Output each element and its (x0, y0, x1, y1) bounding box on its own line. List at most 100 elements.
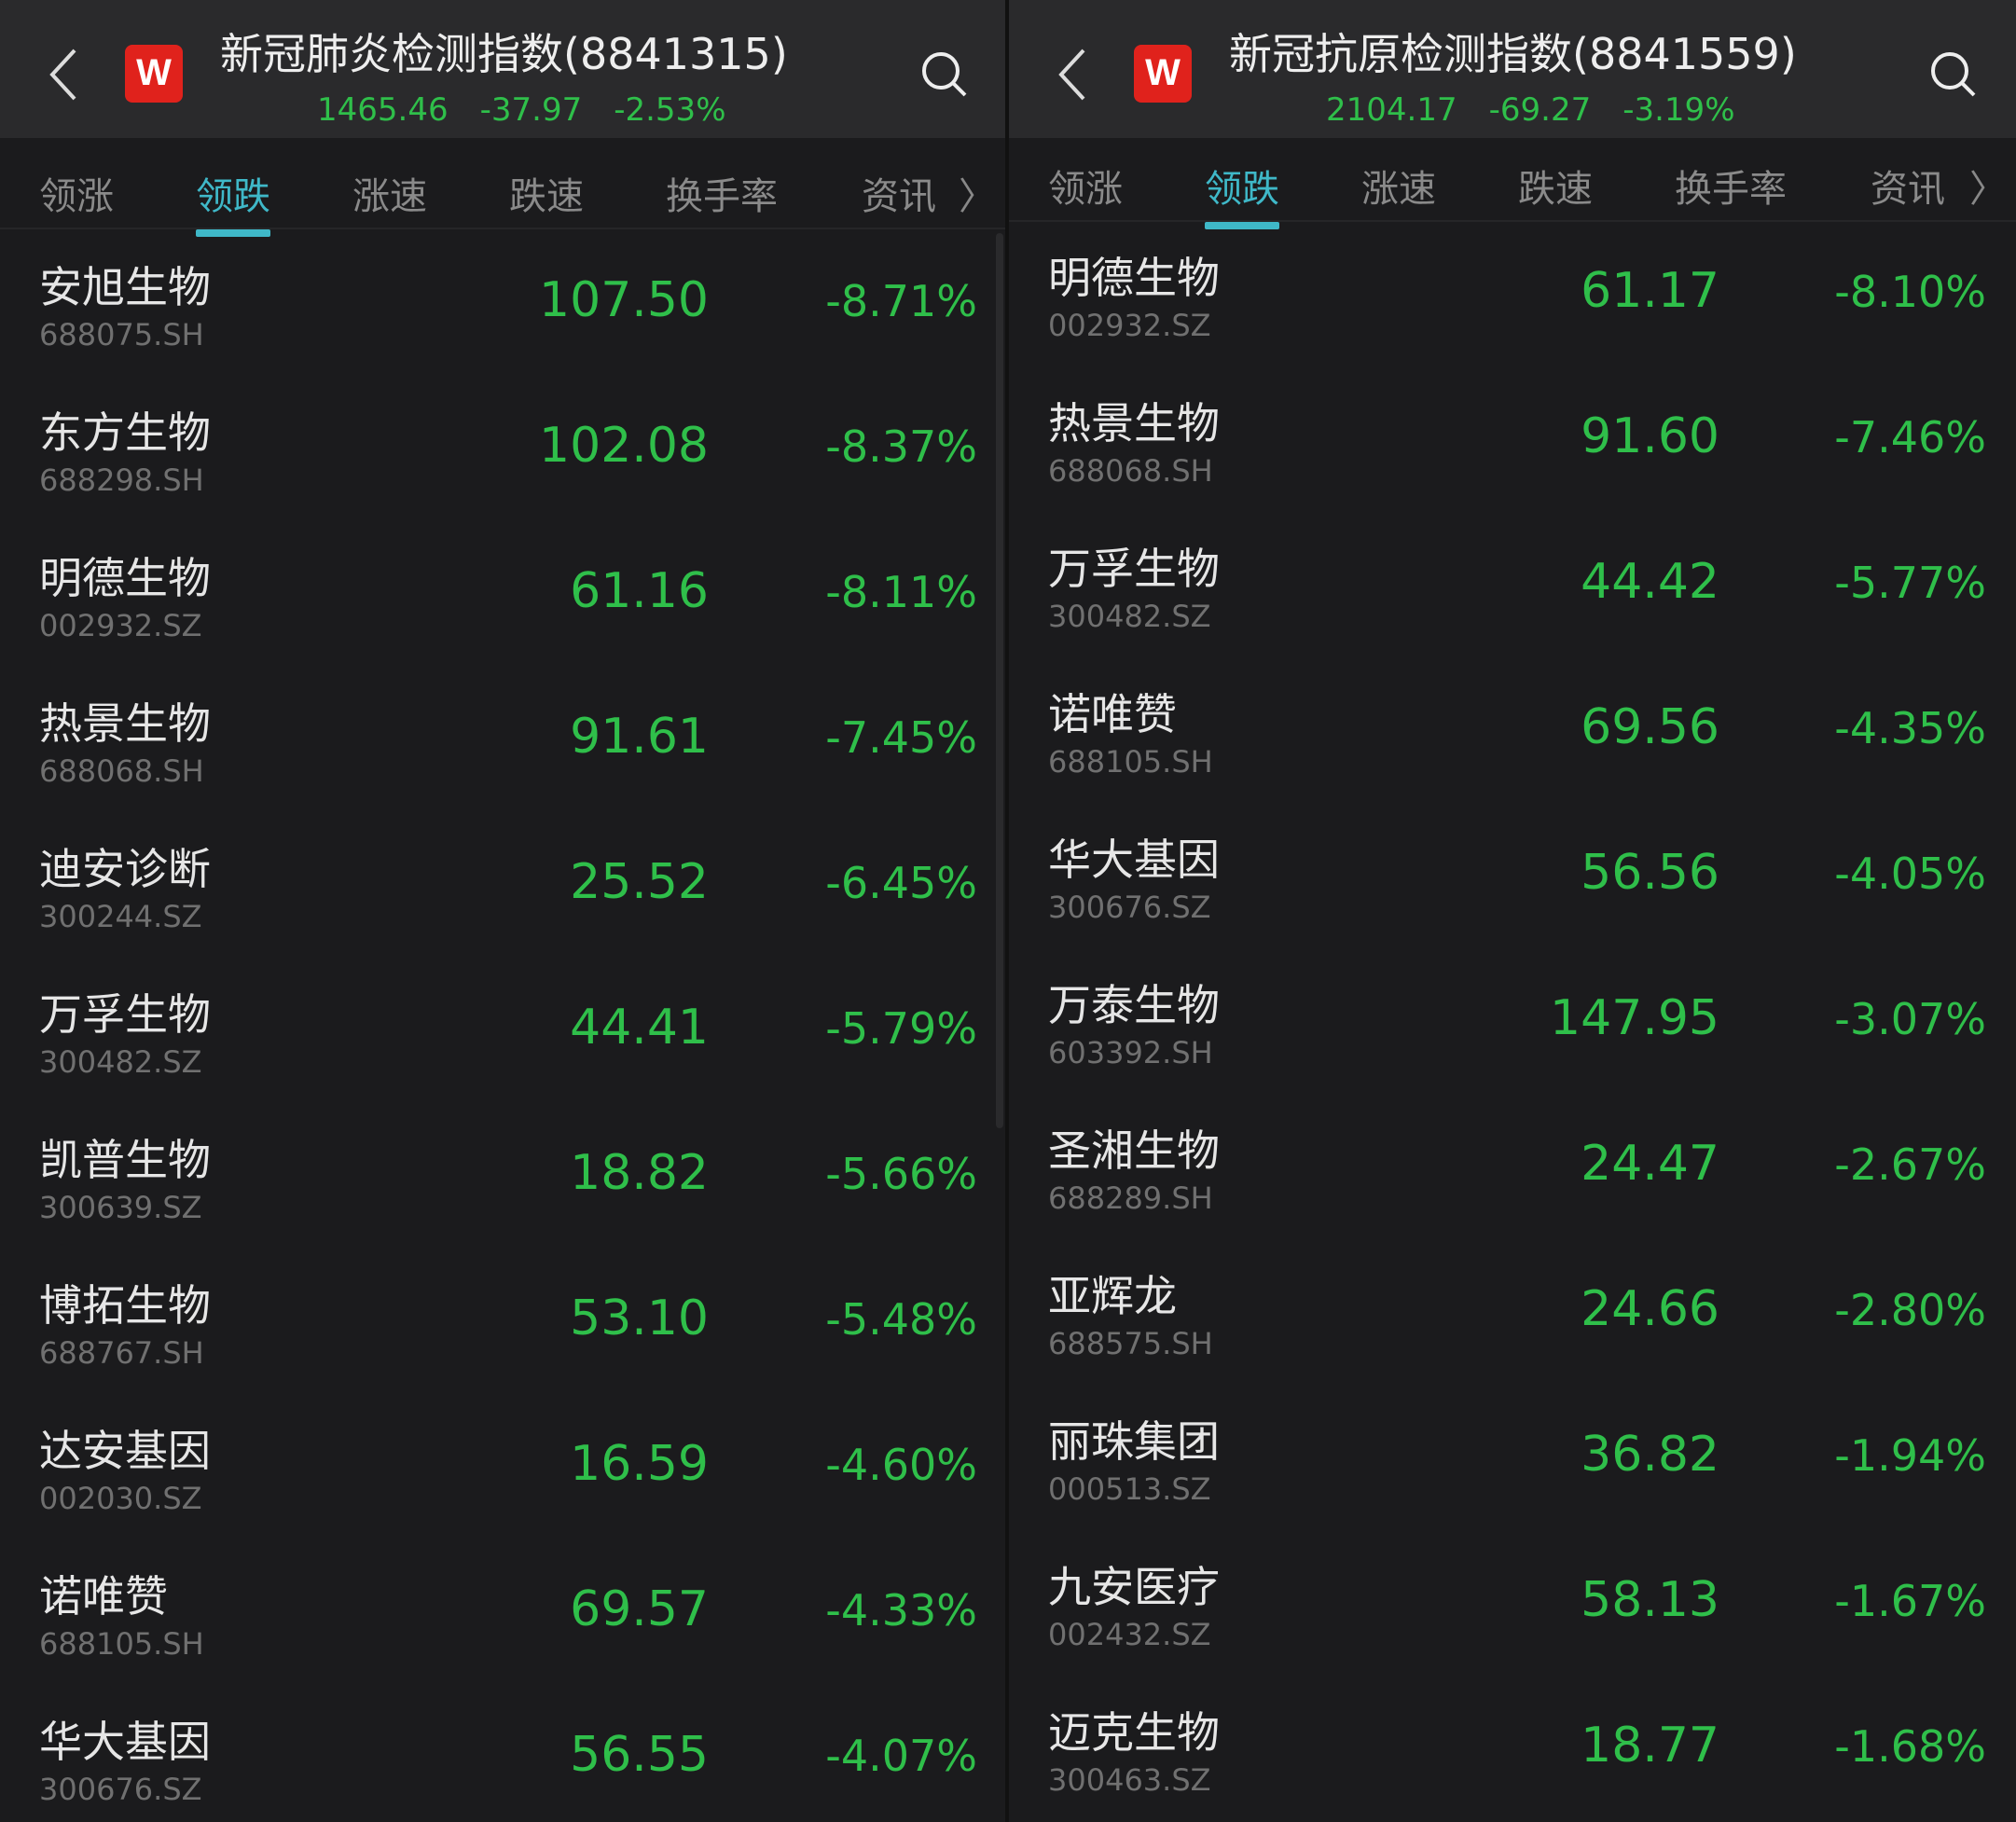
stock-code: 300482.SZ (1048, 599, 1211, 634)
tab-2[interactable]: 涨速 (352, 175, 427, 218)
table-row[interactable]: 热景生物 688068.SH 91.61 -7.45% (0, 668, 1005, 813)
stock-change-pct: -8.10% (1834, 267, 1986, 317)
index-quote: 2104.17 -69.27 -3.19% (1326, 91, 1767, 129)
logo-letter: W (1145, 52, 1181, 93)
stock-price: 91.61 (570, 709, 709, 765)
tab-4[interactable]: 换手率 (666, 175, 778, 218)
stock-code: 300676.SZ (1048, 890, 1211, 925)
stock-name: 华大基因 (39, 1717, 211, 1767)
stock-price: 24.66 (1581, 1281, 1719, 1337)
tab-bar: 领涨 领跌 涨速 跌速 换手率 资讯〉 (1009, 131, 2016, 229)
stock-change-pct: -8.11% (825, 567, 977, 617)
index-title: 新冠肺炎检测指数(8841315) (220, 29, 788, 79)
tab-3[interactable]: 跌速 (509, 175, 584, 218)
table-row[interactable]: 迪安诊断 300244.SZ 25.52 -6.45% (0, 813, 1005, 959)
stock-name: 诺唯赞 (1048, 689, 1177, 739)
stock-change-pct: -2.80% (1834, 1285, 1986, 1335)
stock-price: 102.08 (539, 418, 709, 474)
stock-name: 亚辉龙 (1048, 1271, 1177, 1321)
stock-price: 18.82 (570, 1145, 709, 1201)
stock-code: 002030.SZ (39, 1481, 202, 1516)
stock-code: 300482.SZ (39, 1044, 202, 1080)
table-row[interactable]: 九安医疗 002432.SZ 58.13 -1.67% (1009, 1531, 2016, 1677)
stock-code: 688075.SH (39, 317, 204, 352)
stock-change-pct: -6.45% (825, 858, 977, 908)
search-icon[interactable] (1927, 48, 1980, 101)
header: W 新冠肺炎检测指数(8841315) 1465.46 -37.97 -2.53% (0, 0, 1005, 138)
stock-price: 61.16 (570, 563, 709, 619)
stock-price: 44.42 (1581, 554, 1719, 610)
index-quote: 1465.46 -37.97 -2.53% (317, 91, 758, 129)
tab-5[interactable]: 资讯 (1871, 168, 1945, 211)
table-row[interactable]: 凯普生物 300639.SZ 18.82 -5.66% (0, 1104, 1005, 1249)
table-row[interactable]: 东方生物 688298.SH 102.08 -8.37% (0, 377, 1005, 522)
stock-name: 九安医疗 (1048, 1562, 1220, 1612)
index-change-pct: -2.53% (614, 91, 726, 129)
table-row[interactable]: 明德生物 002932.SZ 61.16 -8.11% (0, 522, 1005, 668)
table-row[interactable]: 热景生物 688068.SH 91.60 -7.46% (1009, 367, 2016, 513)
index-change: -37.97 (479, 91, 583, 129)
table-row[interactable]: 华大基因 300676.SZ 56.55 -4.07% (0, 1686, 1005, 1822)
table-row[interactable]: 万孚生物 300482.SZ 44.42 -5.77% (1009, 513, 2016, 658)
stock-name: 热景生物 (39, 698, 211, 749)
stock-name: 达安基因 (39, 1426, 211, 1476)
chevron-right-icon[interactable]: 〉 (959, 175, 996, 218)
search-icon[interactable] (918, 48, 971, 101)
stock-code: 688105.SH (39, 1626, 204, 1662)
stock-code: 688767.SH (39, 1335, 204, 1371)
table-row[interactable]: 达安基因 002030.SZ 16.59 -4.60% (0, 1395, 1005, 1540)
table-row[interactable]: 安旭生物 688075.SH 107.50 -8.71% (0, 231, 1005, 377)
logo-icon: W (1134, 45, 1192, 103)
table-row[interactable]: 诺唯赞 688105.SH 69.57 -4.33% (0, 1540, 1005, 1686)
stock-code: 688068.SH (1048, 453, 1213, 489)
tab-0[interactable]: 领涨 (1048, 168, 1123, 211)
stock-name: 明德生物 (39, 553, 211, 603)
scrollbar[interactable] (996, 233, 1003, 1128)
stock-price: 61.17 (1581, 263, 1719, 319)
stock-name: 丽珠集团 (1048, 1416, 1220, 1467)
tab-2[interactable]: 涨速 (1361, 168, 1436, 211)
stock-code: 300639.SZ (39, 1190, 202, 1225)
table-row[interactable]: 亚辉龙 688575.SH 24.66 -2.80% (1009, 1240, 2016, 1386)
stock-change-pct: -1.67% (1834, 1576, 1986, 1626)
stock-code: 002932.SZ (39, 608, 202, 643)
stock-change-pct: -4.33% (825, 1585, 977, 1636)
table-row[interactable]: 博拓生物 688767.SH 53.10 -5.48% (0, 1249, 1005, 1395)
stock-list: 明德生物 002932.SZ 61.17 -8.10% 热景生物 688068.… (1009, 222, 2016, 1822)
stock-name: 万孚生物 (1048, 544, 1220, 594)
stock-price: 25.52 (570, 854, 709, 910)
table-row[interactable]: 万孚生物 300482.SZ 44.41 -5.79% (0, 959, 1005, 1104)
stock-price: 147.95 (1550, 990, 1719, 1046)
back-icon[interactable] (1054, 47, 1091, 103)
table-row[interactable]: 圣湘生物 688289.SH 24.47 -2.67% (1009, 1095, 2016, 1240)
table-row[interactable]: 华大基因 300676.SZ 56.56 -4.05% (1009, 804, 2016, 949)
stock-change-pct: -5.48% (825, 1294, 977, 1345)
right-panel: W 新冠抗原检测指数(8841559) 2104.17 -69.27 -3.19% … (1009, 0, 2016, 1822)
table-row[interactable]: 丽珠集团 000513.SZ 36.82 -1.94% (1009, 1386, 2016, 1531)
tab-1[interactable]: 领跌 (1205, 159, 1279, 229)
stock-list: 安旭生物 688075.SH 107.50 -8.71% 东方生物 688298… (0, 231, 1005, 1822)
stock-name: 万孚生物 (39, 989, 211, 1040)
table-row[interactable]: 迈克生物 300463.SZ 18.77 -1.68% (1009, 1677, 2016, 1822)
stock-price: 69.57 (570, 1581, 709, 1637)
stock-name: 圣湘生物 (1048, 1125, 1220, 1176)
stock-name: 迪安诊断 (39, 844, 211, 894)
tab-1[interactable]: 领跌 (196, 166, 270, 237)
stock-code: 688298.SH (39, 462, 204, 498)
tab-5[interactable]: 资讯 (862, 175, 936, 218)
stock-price: 107.50 (539, 272, 709, 328)
stock-change-pct: -3.07% (1834, 994, 1986, 1044)
table-row[interactable]: 万泰生物 603392.SH 147.95 -3.07% (1009, 949, 2016, 1095)
stock-code: 300244.SZ (39, 899, 202, 934)
stock-name: 凯普生物 (39, 1135, 211, 1185)
stock-change-pct: -7.46% (1834, 412, 1986, 462)
back-icon[interactable] (45, 47, 82, 103)
chevron-right-icon[interactable]: 〉 (1969, 168, 2007, 211)
tab-0[interactable]: 领涨 (39, 175, 114, 218)
tab-3[interactable]: 跌速 (1518, 168, 1593, 211)
stock-price: 69.56 (1581, 699, 1719, 755)
tab-bar: 领涨 领跌 涨速 跌速 换手率 资讯〉 (0, 138, 1005, 237)
table-row[interactable]: 明德生物 002932.SZ 61.17 -8.10% (1009, 222, 2016, 367)
tab-4[interactable]: 换手率 (1675, 168, 1787, 211)
table-row[interactable]: 诺唯赞 688105.SH 69.56 -4.35% (1009, 658, 2016, 804)
